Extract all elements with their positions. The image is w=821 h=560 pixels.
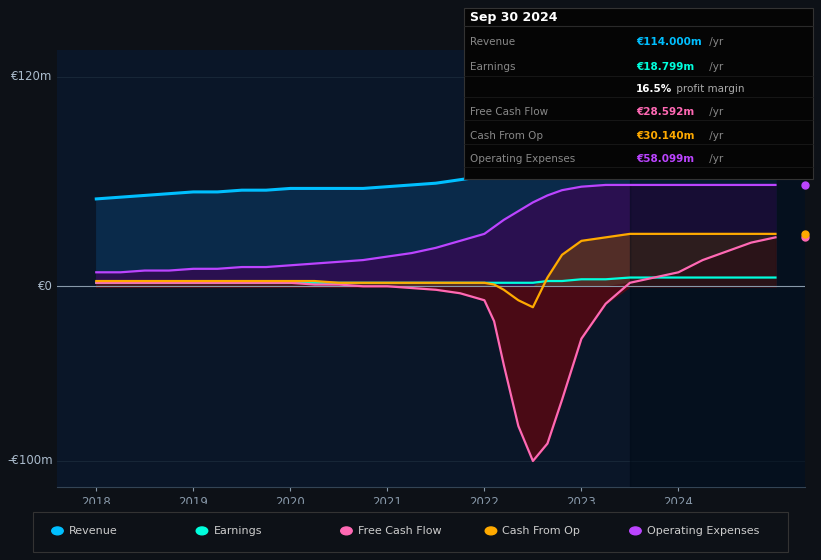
- Text: Earnings: Earnings: [213, 526, 262, 536]
- Text: €0: €0: [38, 280, 53, 293]
- Text: Revenue: Revenue: [69, 526, 117, 536]
- Text: /yr: /yr: [706, 130, 723, 141]
- Text: Operating Expenses: Operating Expenses: [470, 154, 576, 164]
- Text: profit margin: profit margin: [673, 85, 745, 95]
- Text: Sep 30 2024: Sep 30 2024: [470, 11, 558, 24]
- Text: Revenue: Revenue: [470, 38, 516, 48]
- Text: €28.592m: €28.592m: [636, 107, 695, 117]
- Text: Cash From Op: Cash From Op: [470, 130, 544, 141]
- Text: Earnings: Earnings: [470, 62, 516, 72]
- Text: €114.000m: €114.000m: [636, 38, 702, 48]
- Text: Operating Expenses: Operating Expenses: [647, 526, 759, 536]
- Text: /yr: /yr: [706, 107, 723, 117]
- Text: Cash From Op: Cash From Op: [502, 526, 580, 536]
- Text: /yr: /yr: [706, 62, 723, 72]
- Text: /yr: /yr: [706, 38, 723, 48]
- Bar: [630, 50, 821, 487]
- Text: -€100m: -€100m: [7, 455, 53, 468]
- Text: €18.799m: €18.799m: [636, 62, 695, 72]
- Text: 16.5%: 16.5%: [636, 85, 672, 95]
- Text: /yr: /yr: [706, 154, 723, 164]
- Text: €120m: €120m: [11, 70, 53, 83]
- Text: Free Cash Flow: Free Cash Flow: [358, 526, 442, 536]
- Text: €58.099m: €58.099m: [636, 154, 695, 164]
- Text: Free Cash Flow: Free Cash Flow: [470, 107, 548, 117]
- Text: €30.140m: €30.140m: [636, 130, 695, 141]
